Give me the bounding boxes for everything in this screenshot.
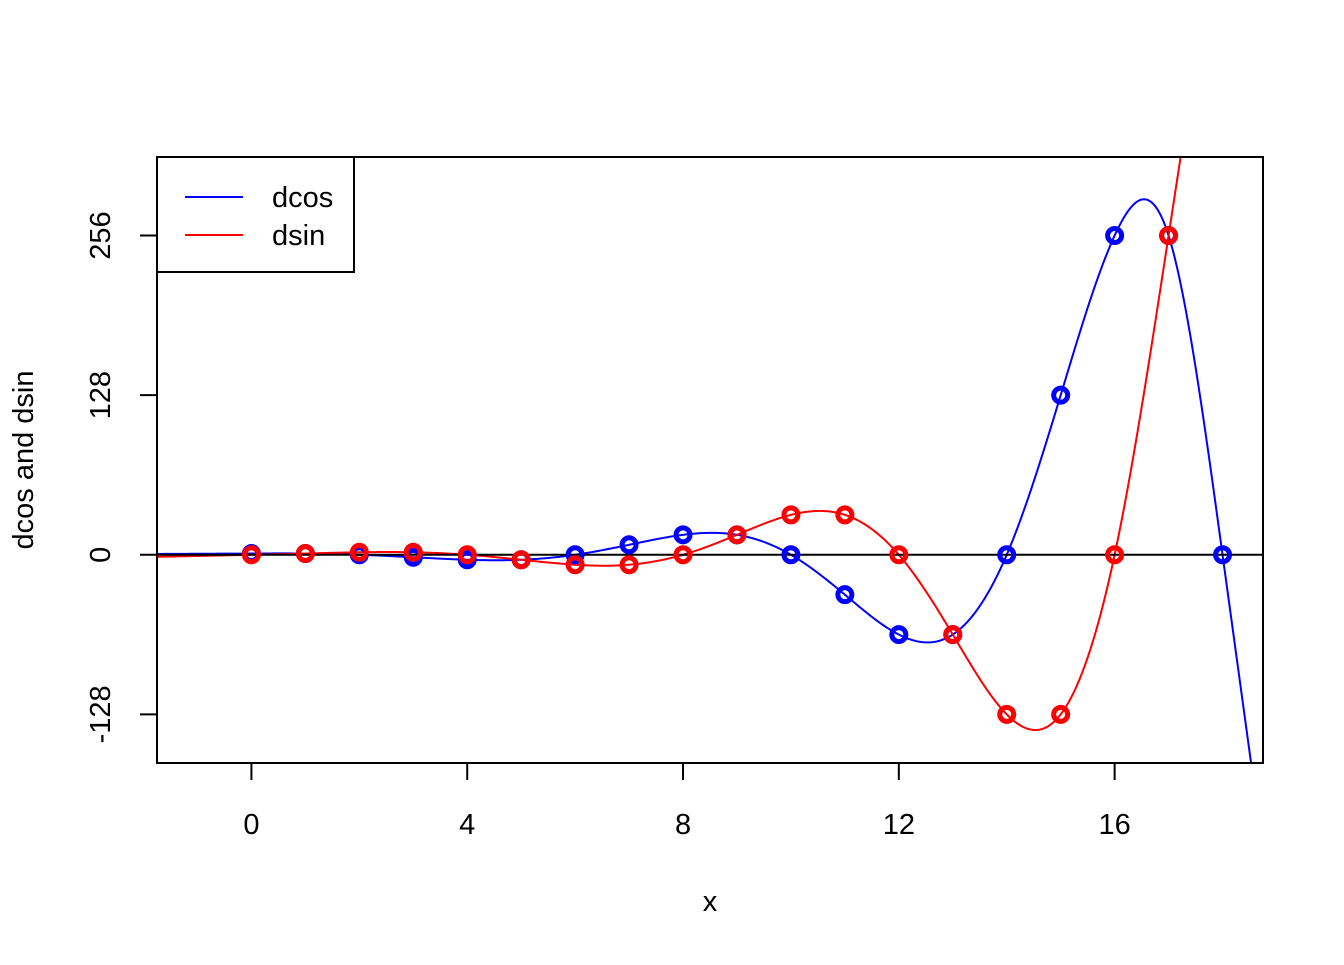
data-point-dcos: [1213, 545, 1233, 565]
data-point-dsin: [511, 550, 531, 570]
data-point-dsin: [1105, 545, 1125, 565]
data-point-dsin: [781, 505, 801, 525]
series-line-dsin: [157, 157, 1182, 732]
x-tick-label: 8: [675, 809, 691, 841]
legend-label-dcos: dcos: [272, 182, 333, 214]
y-axis: -128 0 128 256: [85, 211, 158, 743]
data-point-dsin: [295, 544, 315, 564]
y-axis-label: dcos and dsin: [8, 371, 40, 550]
y-tick-label: 0: [85, 547, 117, 563]
x-tick-label: 0: [243, 809, 259, 841]
data-point-dsin: [943, 625, 963, 645]
y-tick-label: -128: [85, 685, 117, 743]
data-point-dsin: [349, 542, 369, 562]
series-curves: [157, 157, 1253, 763]
data-point-dcos: [619, 535, 639, 555]
data-point-dcos: [781, 545, 801, 565]
series-line-dcos: [157, 198, 1253, 763]
data-point-dsin: [673, 545, 693, 565]
legend-label-dsin: dsin: [272, 220, 325, 252]
data-point-dsin: [997, 704, 1017, 724]
legend-box: [156, 156, 355, 273]
data-point-dsin: [565, 555, 585, 575]
data-point-dcos: [673, 525, 693, 545]
data-point-dsin: [403, 542, 423, 562]
x-axis-label: x: [703, 886, 718, 918]
data-point-dsin: [1051, 704, 1071, 724]
data-point-dcos: [1051, 385, 1071, 405]
data-point-dsin: [889, 545, 909, 565]
data-point-dcos: [565, 545, 585, 565]
x-tick-label: 16: [1099, 809, 1131, 841]
y-tick-label: 256: [85, 211, 117, 259]
y-tick-label: 128: [85, 371, 117, 419]
data-point-dcos: [1105, 226, 1125, 246]
data-point-dcos: [835, 585, 855, 605]
data-point-dsin: [835, 505, 855, 525]
series-points: [241, 226, 1233, 724]
data-point-dsin: [457, 545, 477, 565]
legend: dcos dsin: [156, 156, 355, 273]
data-point-dsin: [241, 545, 261, 565]
x-tick-label: 4: [459, 809, 475, 841]
x-axis: 0 4 8 12 16: [243, 762, 1131, 841]
data-point-dsin: [1159, 226, 1179, 246]
data-point-dcos: [997, 545, 1017, 565]
data-point-dsin: [727, 525, 747, 545]
x-tick-label: 12: [883, 809, 915, 841]
data-point-dsin: [619, 555, 639, 575]
data-point-dcos: [889, 625, 909, 645]
